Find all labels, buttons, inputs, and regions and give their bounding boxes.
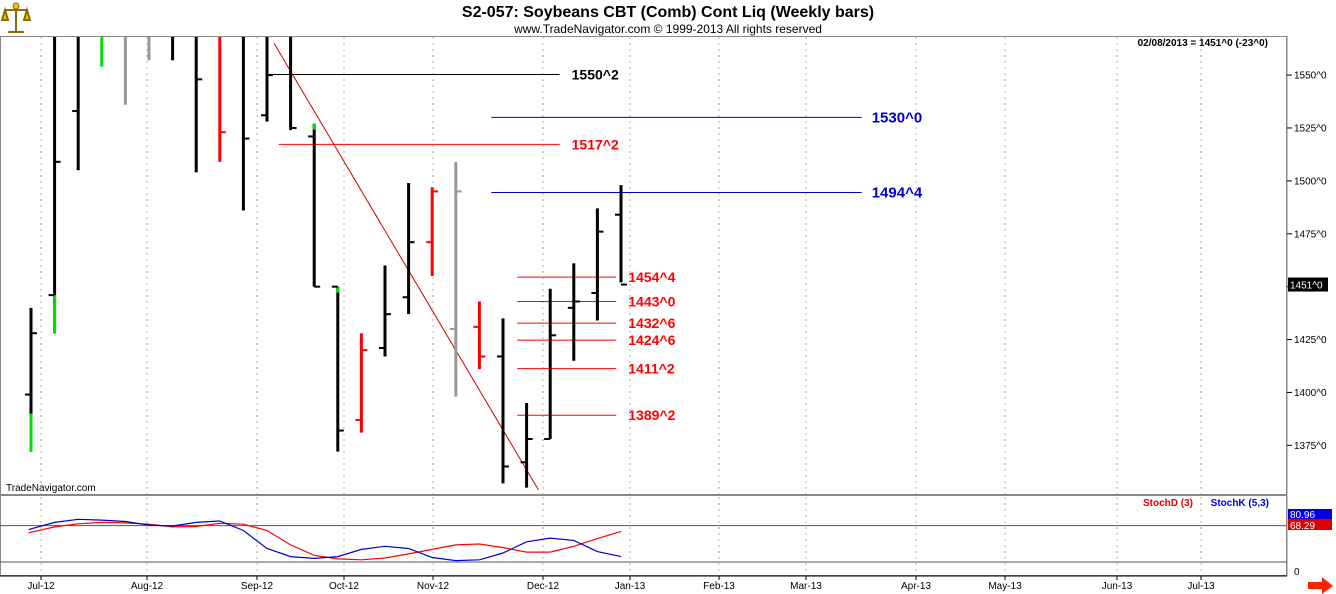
stochd-last-tag: 68.29 xyxy=(1288,519,1332,532)
date-tick-label: May-13 xyxy=(988,581,1022,592)
date-tick-label: Jul-13 xyxy=(1187,581,1215,592)
stochk-last-tag: 80.96 xyxy=(1288,509,1332,521)
level-label: 1550^2 xyxy=(572,67,619,83)
price-readout: 02/08/2013 = 1451^0 (-23^0) xyxy=(1138,38,1268,49)
copyright-text: www.TradeNavigator.com © 1999-2013 All r… xyxy=(513,22,822,36)
price-tick-label: 1525^0 xyxy=(1294,123,1327,134)
date-axis: Jul-12 Aug-12 Sep-12 Oct-12 Nov-12 Dec-12 Jan-… xyxy=(0,575,1287,592)
date-tick-label: Mar-13 xyxy=(790,581,822,592)
price-tick-label: 1375^0 xyxy=(1294,441,1327,452)
level-label: 1454^4 xyxy=(628,269,675,285)
level-label: 1494^4 xyxy=(872,185,923,202)
trendline-layer xyxy=(273,43,539,491)
level-label: 1389^2 xyxy=(628,407,675,423)
stochd-last-label: 68.29 xyxy=(1290,521,1315,532)
date-tick-label: Aug-12 xyxy=(131,581,164,592)
date-tick-label: Feb-13 xyxy=(703,581,735,592)
logo xyxy=(0,2,32,33)
last-price-tag: 1451^0 xyxy=(1288,277,1328,292)
price-tick-label: 1550^0 xyxy=(1294,71,1327,82)
level-label: 1530^0 xyxy=(872,109,922,126)
date-tick-label: Sep-12 xyxy=(241,581,274,592)
date-tick-label: Dec-12 xyxy=(527,581,560,592)
date-tick-label: Oct-12 xyxy=(329,581,359,592)
price-levels: 1550^2 1530^0 1517^2 1494^4 1454^4 1443^0 1432… xyxy=(267,67,923,423)
scales-icon xyxy=(0,2,32,33)
trendline xyxy=(273,43,539,491)
date-tick-label: Apr-13 xyxy=(901,581,931,592)
level-label: 1443^0 xyxy=(628,293,675,309)
date-tick-label: Jul-12 xyxy=(27,581,55,592)
watermark: TradeNavigator.com xyxy=(6,483,96,494)
level-label: 1432^6 xyxy=(628,315,675,331)
stochastic-panel-frame xyxy=(0,495,1287,576)
price-axis: 1375^01400^01425^01450^01475^01500^01525… xyxy=(1287,71,1327,452)
level-label: 1517^2 xyxy=(572,136,619,152)
stoch-zero-tick: 0 xyxy=(1294,567,1300,578)
scroll-right-arrow-icon[interactable] xyxy=(1308,577,1333,594)
stochk-legend: StochK (5,3) xyxy=(1211,498,1269,509)
stochk-line xyxy=(28,518,622,562)
price-tick-label: 1400^0 xyxy=(1294,388,1327,399)
level-label: 1424^6 xyxy=(628,332,675,348)
last-price-label: 1451^0 xyxy=(1290,281,1323,292)
price-tick-label: 1500^0 xyxy=(1294,176,1327,187)
level-label: 1411^2 xyxy=(628,361,675,377)
date-tick-label: Nov-12 xyxy=(417,581,450,592)
chart-title: S2-057: Soybeans CBT (Comb) Cont Liq (We… xyxy=(462,4,874,21)
stochd-legend: StochD (3) xyxy=(1143,498,1193,509)
price-tick-label: 1475^0 xyxy=(1294,229,1327,240)
date-tick-label: Jun-13 xyxy=(1102,581,1133,592)
price-tick-label: 1425^0 xyxy=(1294,335,1327,346)
price-panel-frame xyxy=(0,36,1287,495)
stochastic-layer xyxy=(0,518,1287,563)
date-tick-label: Jan-13 xyxy=(615,581,646,592)
stochk-last-label: 80.96 xyxy=(1290,510,1315,521)
price-bars xyxy=(25,37,627,488)
